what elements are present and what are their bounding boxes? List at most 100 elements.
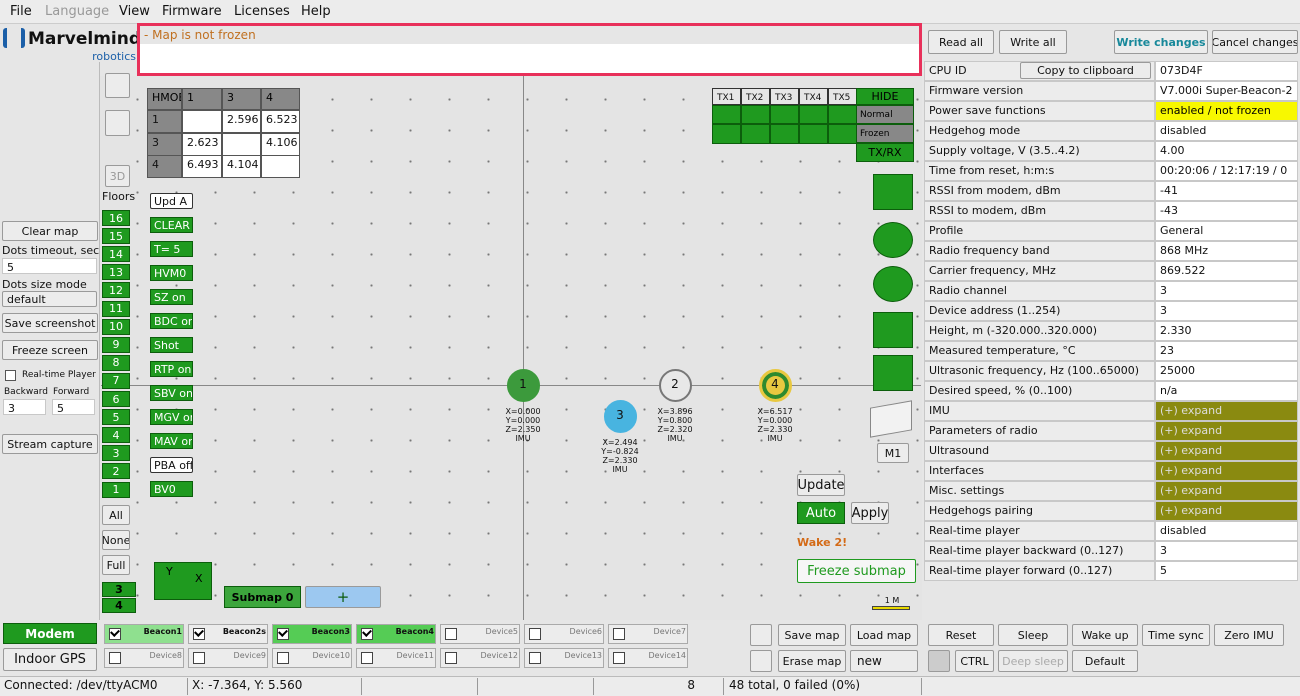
sleep[interactable]: Sleep [998, 624, 1068, 646]
menu-item[interactable]: Firmware [162, 4, 222, 19]
write-all[interactable]: Write all [999, 30, 1067, 54]
map-tool[interactable] [873, 222, 913, 258]
beacon[interactable] [759, 369, 792, 402]
device-cell[interactable] [188, 624, 268, 644]
modem[interactable]: Modem [3, 623, 97, 644]
command-button[interactable]: BV0 [150, 481, 193, 497]
menu-item[interactable]: Language [45, 4, 110, 19]
device-cell[interactable] [272, 648, 352, 668]
floor-button[interactable]: 10 [102, 318, 130, 335]
input[interactable]: 5 [52, 399, 95, 415]
time-sync[interactable]: Time sync [1142, 624, 1210, 646]
stream-capture[interactable]: Stream capture [2, 434, 98, 454]
floor-button[interactable]: 6 [102, 391, 130, 407]
submap[interactable]: Submap 0 [224, 586, 301, 608]
map-tool[interactable] [873, 312, 913, 348]
floor-button[interactable]: 1 [102, 481, 130, 498]
device-cell[interactable] [524, 648, 604, 668]
device-cell[interactable] [356, 624, 436, 644]
map-tool[interactable] [873, 266, 913, 302]
command-button[interactable]: T= 5 [150, 241, 193, 257]
command-button[interactable]: Upd A [150, 193, 193, 209]
tool-icon[interactable] [105, 110, 130, 136]
checkbox[interactable] [5, 370, 16, 381]
apply[interactable]: Apply [851, 502, 889, 524]
ctrl[interactable]: CTRL [955, 650, 994, 672]
device-cell[interactable] [104, 624, 184, 644]
floor-button[interactable]: 16 [102, 210, 130, 226]
beacon[interactable] [604, 400, 637, 433]
menu-item[interactable]: View [119, 4, 150, 19]
map-tool[interactable] [873, 174, 913, 210]
zero-imu[interactable]: Zero IMU [1214, 624, 1284, 646]
tx-normal[interactable]: Normal [856, 105, 914, 124]
freeze-submap[interactable]: Freeze submap [797, 559, 916, 583]
floor-button[interactable]: 13 [102, 264, 130, 281]
floors-none[interactable]: None [102, 530, 130, 550]
command-button[interactable]: SBV on [150, 385, 193, 401]
menu-item[interactable]: Help [301, 4, 331, 19]
command-button[interactable]: Shot [150, 337, 193, 353]
floor-button[interactable]: 14 [102, 246, 130, 263]
command-button[interactable]: MGV on [150, 409, 193, 425]
floor-button[interactable]: 5 [102, 409, 130, 426]
command-button[interactable]: RTP on [150, 361, 193, 377]
map-select[interactable]: new [850, 650, 918, 672]
tx-frozen[interactable]: Frozen [856, 124, 914, 143]
command-button[interactable]: SZ on [150, 289, 193, 305]
command-button[interactable]: HVM0 [150, 265, 193, 281]
beacon[interactable] [659, 369, 692, 402]
floor-button[interactable]: 4 [102, 427, 130, 444]
menu-item[interactable]: Licenses [234, 4, 290, 19]
floor-button[interactable]: 8 [102, 354, 130, 371]
device-cell[interactable] [608, 624, 688, 644]
arrow-down[interactable] [750, 650, 772, 672]
arrow-up[interactable] [750, 624, 772, 646]
device-cell[interactable] [188, 648, 268, 668]
floor-selected[interactable]: 4 [102, 598, 136, 613]
write-changes[interactable]: Write changes [1114, 30, 1208, 54]
floor-button[interactable]: 15 [102, 228, 130, 245]
device-cell[interactable] [272, 624, 352, 644]
device-cell[interactable] [608, 648, 688, 668]
command-button[interactable]: CLEAR [150, 217, 193, 233]
input[interactable]: 5 [2, 258, 97, 274]
tx-txrx[interactable]: TX/RX [856, 143, 914, 162]
device-cell[interactable] [524, 624, 604, 644]
menu-item[interactable]: File [10, 4, 32, 19]
erase-map[interactable]: Erase map [778, 650, 846, 672]
clear-map[interactable]: Clear map [2, 221, 98, 241]
default[interactable]: Default [1072, 650, 1138, 672]
beacon[interactable] [507, 369, 540, 402]
floors-full[interactable]: Full [102, 555, 130, 575]
add-submap[interactable]: + [305, 586, 381, 608]
floors-all[interactable]: All [102, 505, 130, 525]
floor-button[interactable]: 7 [102, 372, 130, 389]
reset[interactable]: Reset [928, 624, 994, 646]
indoor-gps[interactable]: Indoor GPS [3, 648, 97, 671]
cancel-changes[interactable]: Cancel changes [1212, 30, 1298, 54]
save-map[interactable]: Save map [778, 624, 846, 646]
update[interactable]: Update [797, 474, 845, 496]
command-button[interactable]: PBA off [150, 457, 193, 473]
auto[interactable]: Auto [797, 502, 845, 524]
command-button[interactable]: BDC on [150, 313, 193, 329]
input[interactable]: 3 [3, 399, 46, 415]
tx-hide[interactable]: HIDE [856, 88, 914, 105]
tool-icon[interactable] [105, 73, 130, 98]
wake-up[interactable]: Wake up [1072, 624, 1138, 646]
save-screenshot[interactable]: Save screenshot [2, 313, 98, 333]
floor-button[interactable]: 2 [102, 463, 130, 480]
floor-button[interactable]: 12 [102, 282, 130, 299]
read-all[interactable]: Read all [928, 30, 994, 54]
select[interactable]: default [2, 291, 97, 307]
freeze-screen[interactable]: Freeze screen [2, 340, 98, 360]
deep-sleep[interactable]: Deep sleep [998, 650, 1068, 672]
device-cell[interactable] [104, 648, 184, 668]
ctrl-indicator[interactable] [928, 650, 950, 672]
map-tool[interactable] [873, 355, 913, 391]
command-button[interactable]: MAV on [150, 433, 193, 449]
load-map[interactable]: Load map [850, 624, 918, 646]
device-cell[interactable] [356, 648, 436, 668]
floor-button[interactable]: 11 [102, 300, 130, 317]
